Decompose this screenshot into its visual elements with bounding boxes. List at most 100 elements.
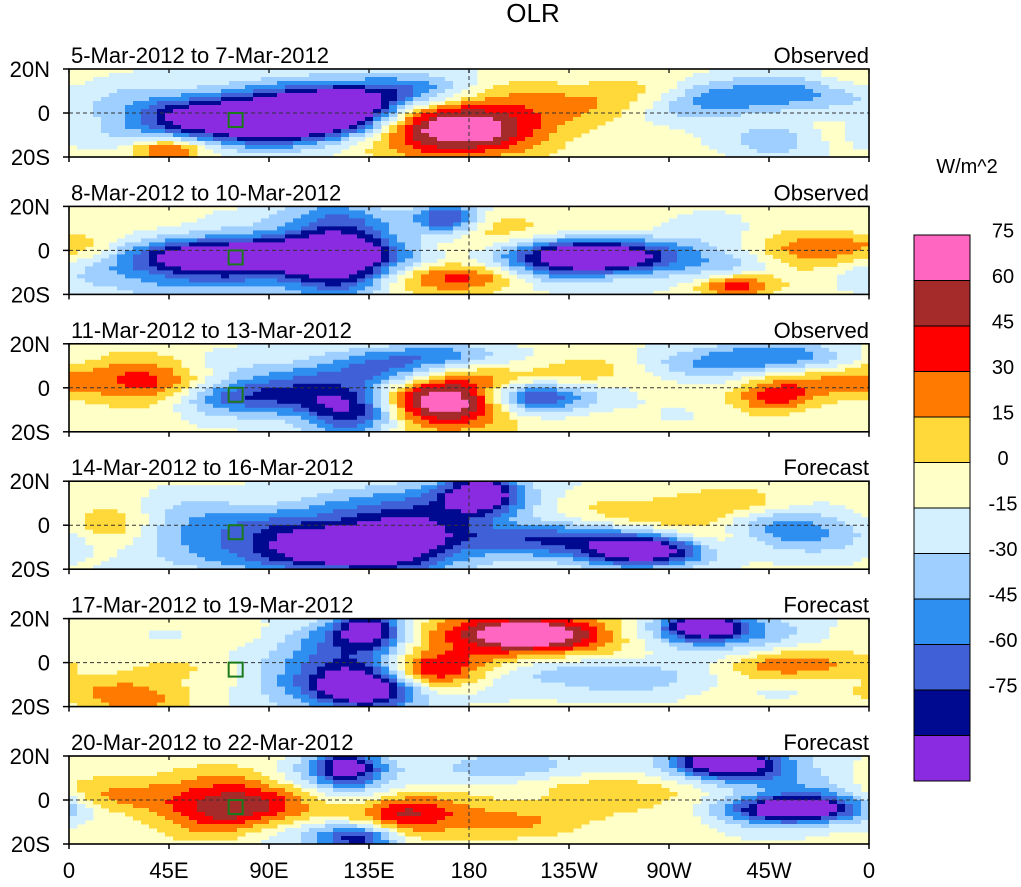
olr-cell — [485, 246, 494, 251]
olr-cell — [245, 258, 254, 263]
olr-cell — [461, 282, 470, 287]
olr-cell — [381, 145, 390, 150]
olr-cell — [109, 282, 118, 287]
olr-cell — [413, 407, 422, 413]
olr-cell — [781, 399, 790, 405]
olr-cell — [221, 254, 230, 259]
olr-cell — [461, 391, 470, 397]
olr-cell — [709, 266, 718, 271]
olr-cell — [453, 343, 462, 349]
olr-cell — [717, 343, 726, 349]
olr-cell — [741, 371, 750, 377]
olr-cell — [677, 347, 686, 353]
olr-cell — [317, 149, 326, 154]
olr-cell — [373, 222, 382, 227]
olr-cell — [197, 411, 206, 417]
olr-cell — [373, 383, 382, 389]
olr-cell — [749, 93, 758, 98]
olr-cell — [269, 411, 278, 417]
olr-cell — [725, 77, 734, 82]
olr-cell — [357, 117, 366, 122]
olr-cell — [397, 133, 406, 138]
olr-cell — [245, 230, 254, 235]
olr-cell — [517, 403, 526, 409]
olr-cell — [533, 149, 542, 154]
olr-cell — [445, 270, 454, 275]
olr-cell — [605, 250, 614, 255]
olr-cell — [645, 282, 654, 287]
olr-cell — [453, 290, 462, 295]
olr-cell — [253, 278, 262, 283]
olr-cell — [861, 286, 869, 291]
olr-cell — [517, 109, 526, 114]
olr-cell — [357, 246, 366, 251]
olr-cell — [733, 230, 742, 235]
olr-cell — [405, 121, 414, 126]
olr-cell — [429, 77, 438, 82]
olr-cell — [853, 278, 862, 283]
olr-cell — [341, 379, 350, 385]
olr-cell — [613, 391, 622, 397]
olr-cell — [149, 101, 158, 106]
olr-cell — [765, 101, 774, 106]
olr-cell — [253, 121, 262, 126]
olr-cell — [453, 137, 462, 142]
olr-cell — [141, 387, 150, 393]
olr-cell — [125, 250, 134, 255]
olr-cell — [789, 359, 798, 365]
olr-cell — [749, 89, 758, 94]
olr-cell — [229, 85, 238, 90]
olr-cell — [301, 69, 310, 74]
olr-cell — [237, 105, 246, 110]
olr-cell — [477, 351, 486, 357]
olr-cell — [653, 254, 662, 259]
olr-cell — [221, 399, 230, 405]
olr-cell — [637, 399, 646, 405]
olr-cell — [781, 153, 790, 157]
olr-cell — [261, 153, 270, 157]
olr-cell — [293, 266, 302, 271]
olr-cell — [693, 73, 702, 78]
olr-cell — [93, 363, 102, 369]
olr-cell — [189, 137, 198, 142]
olr-cell — [605, 387, 614, 393]
olr-cell — [301, 85, 310, 90]
olr-cell — [421, 387, 430, 393]
olr-cell — [741, 262, 750, 267]
olr-cell — [197, 129, 206, 134]
olr-cell — [565, 93, 574, 98]
olr-cell — [261, 363, 270, 369]
olr-cell — [749, 254, 758, 259]
olr-cell — [421, 109, 430, 114]
olr-cell — [197, 403, 206, 409]
olr-cell — [117, 391, 126, 397]
olr-cell — [237, 359, 246, 365]
olr-cell — [565, 101, 574, 106]
olr-cell — [349, 359, 358, 365]
olr-cell — [421, 234, 430, 239]
olr-cell — [813, 69, 822, 74]
olr-cell — [581, 262, 590, 267]
olr-cell — [781, 282, 790, 287]
olr-cell — [629, 93, 638, 98]
olr-cell — [261, 258, 270, 263]
olr-cell — [853, 141, 862, 146]
olr-cell — [797, 399, 806, 405]
olr-cell — [453, 129, 462, 134]
olr-cell — [517, 270, 526, 275]
olr-cell — [741, 282, 750, 287]
olr-cell — [349, 101, 358, 106]
olr-cell — [757, 137, 766, 142]
olr-cell — [85, 282, 94, 287]
olr-cell — [821, 262, 830, 267]
olr-cell — [381, 403, 390, 409]
olr-cell — [677, 359, 686, 365]
olr-cell — [165, 355, 174, 361]
olr-cell — [397, 411, 406, 417]
olr-cell — [629, 242, 638, 247]
olr-cell — [485, 419, 494, 425]
olr-cell — [725, 73, 734, 78]
olr-cell — [133, 129, 142, 134]
olr-cell — [341, 133, 350, 138]
olr-cell — [445, 121, 454, 126]
